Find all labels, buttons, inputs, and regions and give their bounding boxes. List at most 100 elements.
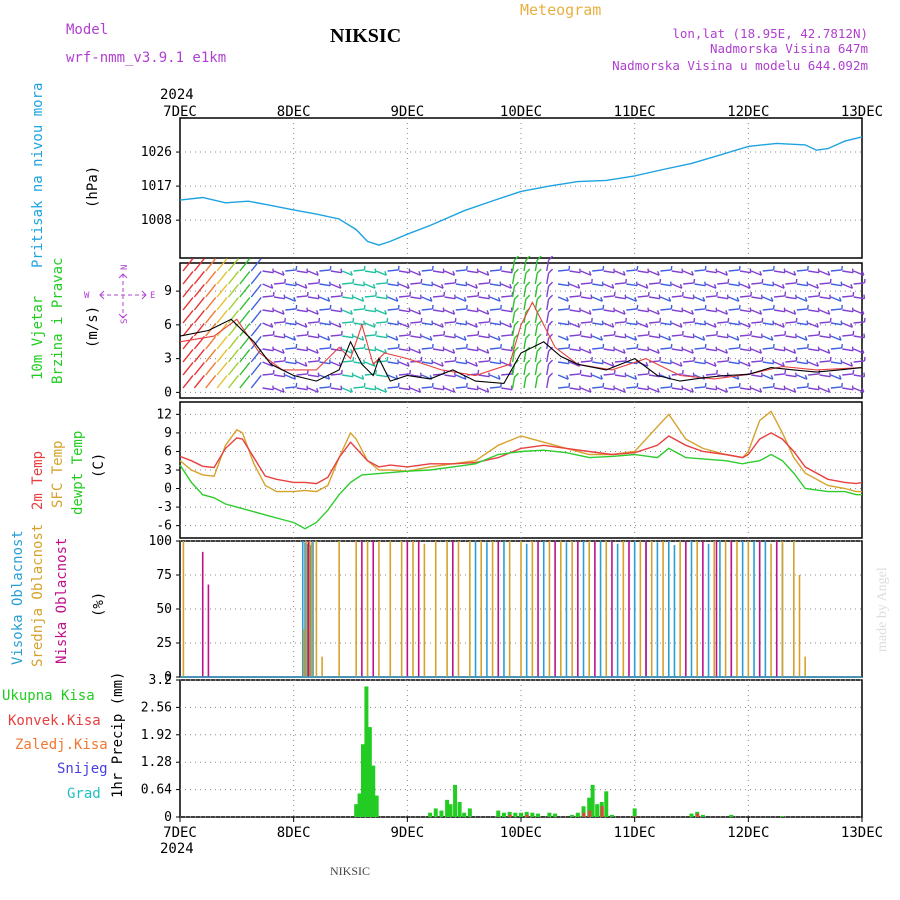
pressure-unit: (hPa) xyxy=(85,166,101,208)
wind-barb-flag xyxy=(488,294,491,299)
wind-barb xyxy=(307,270,319,276)
precip-total-bar xyxy=(595,804,600,817)
wind-barb xyxy=(830,308,842,311)
wind-barb xyxy=(819,374,831,378)
wind-barb xyxy=(319,308,331,311)
wind-barb xyxy=(626,335,637,341)
wind-barb-flag xyxy=(726,294,729,299)
wind-barb xyxy=(319,283,331,287)
wind-barb-flag xyxy=(548,255,554,261)
wind-barb xyxy=(534,338,538,350)
wind-barb xyxy=(808,387,820,391)
wind-barb xyxy=(239,261,248,272)
wind-barb-flag xyxy=(600,297,603,302)
precip-total-bar xyxy=(513,812,518,817)
wind-barb-flag xyxy=(536,333,542,339)
wind-barb xyxy=(455,296,467,302)
wind-barb xyxy=(353,269,365,272)
wind-barb-flag xyxy=(783,307,786,312)
wind-barb xyxy=(455,347,467,350)
precip-total-bar xyxy=(587,797,592,817)
wind-barb-flag xyxy=(760,372,763,377)
precip-ytick-label: 2.56 xyxy=(141,700,172,715)
wind-barb-flag xyxy=(374,307,377,312)
wind-barb-flag xyxy=(406,362,410,367)
wind-barb xyxy=(387,296,399,302)
wind-barb-flag xyxy=(827,349,831,354)
wind-barb-flag xyxy=(692,372,695,377)
wind-barb xyxy=(193,339,202,350)
wind-barb-flag xyxy=(306,346,309,351)
wind-barb-flag xyxy=(783,385,786,390)
wind-barb xyxy=(591,335,603,341)
wind-barb-flag xyxy=(600,375,603,380)
wind-label-1: 10m Vjetar xyxy=(30,296,46,380)
wind-barb xyxy=(398,322,410,328)
wind-barb-flag xyxy=(212,335,217,341)
wind-barb-flag xyxy=(488,372,491,377)
wind-barb xyxy=(603,361,614,367)
wind-barb-flag xyxy=(850,362,854,367)
wind-barb-flag xyxy=(736,297,740,302)
wind-barb-flag xyxy=(361,336,365,341)
precip-panel xyxy=(354,686,785,817)
wind-barb xyxy=(239,287,248,298)
wind-unit: (m/s) xyxy=(85,306,101,348)
wind-barb-flag xyxy=(281,388,285,393)
wind-barb xyxy=(830,386,842,389)
wind-barb-flag xyxy=(234,348,239,354)
wind-barb-flag xyxy=(679,284,683,289)
year-top: 2024 xyxy=(160,87,194,103)
compass-arrowheads xyxy=(99,273,147,319)
wind-barb xyxy=(330,270,342,274)
wind-barb xyxy=(466,361,478,367)
wind-barb xyxy=(603,334,615,337)
wind-barb-flag xyxy=(747,284,751,289)
wind-barb xyxy=(239,339,248,350)
wind-barb-flag xyxy=(704,281,707,286)
wind-barb-flag xyxy=(372,284,376,289)
wind-barb xyxy=(773,348,786,352)
wind-barb xyxy=(660,296,671,302)
wind-barb xyxy=(773,295,786,298)
wind-barb xyxy=(557,361,570,365)
wind-barb xyxy=(717,321,729,324)
wind-barb xyxy=(387,347,399,350)
wind-barb-flag xyxy=(272,385,275,390)
wind-barb xyxy=(489,283,501,287)
wind-barb xyxy=(648,296,661,300)
wind-barb xyxy=(262,283,273,289)
wind-barb xyxy=(250,274,259,285)
wind-barb-flag xyxy=(475,323,478,328)
wind-barb xyxy=(728,269,740,272)
wind-barb-flag xyxy=(713,284,717,289)
wind-barb xyxy=(193,274,202,285)
wind-barb xyxy=(285,308,297,311)
wind-barb xyxy=(807,361,819,367)
wind-barb xyxy=(455,283,467,287)
wind-barb-flag xyxy=(577,284,581,289)
wind-compass: N S W E xyxy=(84,265,155,324)
wind-barb xyxy=(410,387,421,393)
wind-barb-flag xyxy=(656,310,660,315)
wind-barb-flag xyxy=(579,346,582,351)
wind-barb xyxy=(660,361,672,365)
cloud-panel xyxy=(180,541,862,678)
wind-barb xyxy=(773,373,786,376)
wind-barb-flag xyxy=(418,271,422,276)
wind-barb-flag xyxy=(327,336,331,341)
wind-barb-flag xyxy=(536,268,542,274)
wind-barb-flag xyxy=(817,307,820,312)
precip-total-bar xyxy=(433,808,438,817)
wind-barb-flag xyxy=(781,362,785,367)
wind-barb-flag xyxy=(749,268,752,273)
wind-barb xyxy=(285,283,297,287)
wind-barb xyxy=(511,377,516,389)
wind-barb xyxy=(364,361,376,367)
wind-barb xyxy=(717,282,729,285)
wind-barb xyxy=(796,386,808,389)
wind-barb-flag xyxy=(635,281,638,286)
wind-barb xyxy=(762,322,774,326)
wind-barb-flag xyxy=(246,374,251,380)
wind-barb xyxy=(819,309,830,315)
